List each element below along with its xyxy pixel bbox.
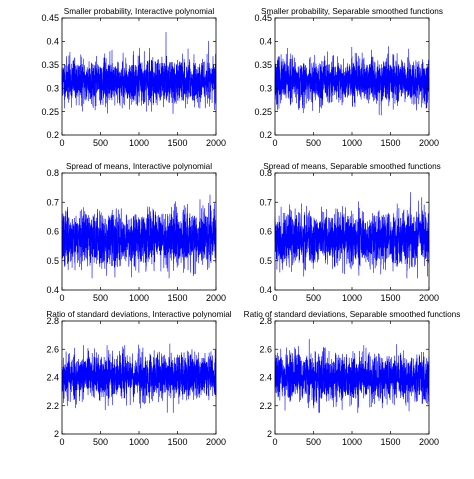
- chart-title: Ratio of standard deviations, Interactiv…: [46, 310, 231, 319]
- x-tick-label: 1000: [129, 437, 149, 447]
- x-tick-label: 0: [59, 437, 64, 447]
- x-tick-label: 500: [93, 138, 108, 148]
- series-line: [274, 46, 430, 116]
- y-tick-label: 2.8: [46, 316, 59, 326]
- chart-panel: Ratio of standard deviations, Separable …: [244, 310, 461, 447]
- y-tick-label: 0.25: [41, 107, 59, 117]
- y-tick-label: 2.6: [46, 344, 59, 354]
- y-tick-label: 0.8: [259, 168, 272, 178]
- chart-panel: Spread of means, Interactive polynomial 0…: [46, 162, 226, 303]
- y-tick-label: 0.2: [46, 130, 59, 140]
- y-tick-label: 0.25: [254, 107, 272, 117]
- chart-title: Smaller probability, Separable smoothed …: [261, 7, 443, 16]
- x-tick-label: 1500: [380, 138, 400, 148]
- y-tick-label: 2.4: [259, 373, 272, 383]
- chart-title: Spread of means, Separable smoothed func…: [263, 162, 441, 171]
- x-tick-label: 1000: [129, 138, 149, 148]
- x-tick-label: 1000: [342, 437, 362, 447]
- chart-panel: Smaller probability, Interactive polynom…: [41, 7, 226, 148]
- x-tick-label: 1500: [380, 293, 400, 303]
- chart-title: Smaller probability, Interactive polynom…: [64, 7, 215, 16]
- y-tick-label: 2.6: [259, 344, 272, 354]
- y-tick-label: 0.35: [41, 60, 59, 70]
- series-line: [61, 194, 217, 279]
- chart-panel: Ratio of standard deviations, Interactiv…: [46, 310, 231, 447]
- x-tick-label: 0: [59, 138, 64, 148]
- x-tick-label: 0: [59, 293, 64, 303]
- y-tick-label: 2.2: [259, 401, 272, 411]
- y-tick-label: 2.4: [46, 373, 59, 383]
- y-tick-label: 0.45: [41, 13, 59, 23]
- y-tick-label: 0.6: [46, 227, 59, 237]
- series-line: [61, 343, 217, 413]
- x-tick-label: 1000: [342, 293, 362, 303]
- chart-panel: Spread of means, Separable smoothed func…: [259, 162, 440, 303]
- x-tick-label: 2000: [206, 437, 226, 447]
- y-tick-label: 2: [267, 429, 272, 439]
- y-tick-label: 0.5: [259, 256, 272, 266]
- x-tick-label: 1500: [380, 437, 400, 447]
- x-tick-label: 0: [272, 293, 277, 303]
- y-tick-label: 0.4: [259, 285, 272, 295]
- x-tick-label: 2000: [206, 138, 226, 148]
- x-tick-label: 2000: [419, 437, 439, 447]
- y-tick-label: 2.2: [46, 401, 59, 411]
- y-tick-label: 0.4: [46, 285, 59, 295]
- x-tick-label: 0: [272, 437, 277, 447]
- y-tick-label: 2: [54, 429, 59, 439]
- x-tick-label: 500: [306, 293, 321, 303]
- y-tick-label: 0.2: [259, 130, 272, 140]
- y-tick-label: 0.45: [254, 13, 272, 23]
- chart-panel: Smaller probability, Separable smoothed …: [254, 7, 442, 148]
- x-tick-label: 0: [272, 138, 277, 148]
- series-line: [274, 338, 430, 413]
- y-tick-label: 0.5: [46, 256, 59, 266]
- x-tick-label: 1000: [129, 293, 149, 303]
- x-tick-label: 1000: [342, 138, 362, 148]
- series-line: [61, 32, 217, 114]
- x-tick-label: 500: [93, 293, 108, 303]
- y-tick-label: 0.7: [259, 197, 272, 207]
- y-tick-label: 0.4: [46, 37, 59, 47]
- chart-title: Spread of means, Interactive polynomial: [66, 162, 212, 171]
- y-tick-label: 0.4: [259, 37, 272, 47]
- y-tick-label: 0.7: [46, 197, 59, 207]
- chart-title: Ratio of standard deviations, Separable …: [244, 310, 461, 319]
- series-line: [274, 192, 430, 279]
- x-tick-label: 1500: [167, 437, 187, 447]
- x-tick-label: 1500: [167, 293, 187, 303]
- x-tick-label: 2000: [419, 293, 439, 303]
- y-tick-label: 2.8: [259, 316, 272, 326]
- y-tick-label: 0.3: [46, 83, 59, 93]
- x-tick-label: 1500: [167, 138, 187, 148]
- y-tick-label: 0.35: [254, 60, 272, 70]
- x-tick-label: 500: [306, 138, 321, 148]
- y-tick-label: 0.3: [259, 83, 272, 93]
- x-tick-label: 2000: [419, 138, 439, 148]
- y-tick-label: 0.6: [259, 227, 272, 237]
- x-tick-label: 500: [93, 437, 108, 447]
- x-tick-label: 2000: [206, 293, 226, 303]
- x-tick-label: 500: [306, 437, 321, 447]
- y-tick-label: 0.8: [46, 168, 59, 178]
